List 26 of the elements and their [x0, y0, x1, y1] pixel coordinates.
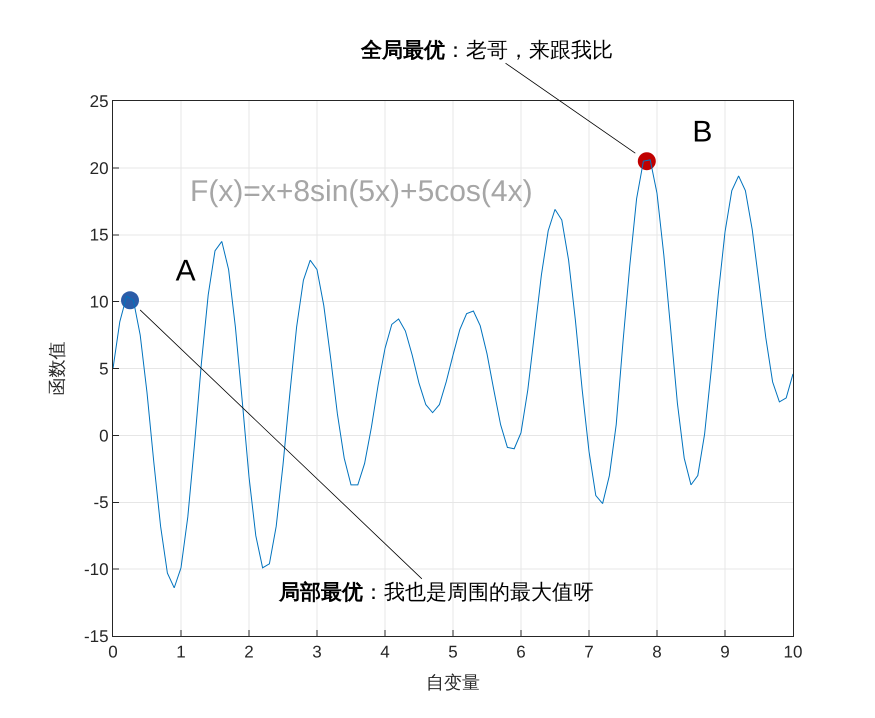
x-tick-label: 3 — [312, 642, 322, 662]
series-label: B — [659, 115, 712, 148]
x-tick-label: 5 — [448, 642, 458, 662]
y-tick-label: -5 — [93, 493, 109, 512]
annotation: 局部最优：我也是周围的最大值呀 — [278, 580, 594, 604]
x-tick-label: 7 — [584, 642, 594, 662]
annotation: 全局最优：老哥，来跟我比 — [360, 39, 613, 62]
y-axis-title: 函数值 — [47, 342, 68, 396]
y-tick-label: 20 — [90, 158, 109, 178]
annotation: F(x)=x+8sin(5x)+5cos(4x) — [190, 175, 533, 208]
x-tick-label: 9 — [720, 642, 730, 662]
x-tick-label: 10 — [784, 642, 802, 662]
x-tick-label: 1 — [176, 642, 186, 662]
y-tick-label: -15 — [84, 626, 109, 646]
x-tick-label: 8 — [652, 642, 662, 662]
x-tick-label: 6 — [516, 642, 526, 662]
y-tick-label: 25 — [90, 92, 109, 111]
y-tick-label: 15 — [90, 226, 109, 245]
y-tick-label: 10 — [90, 292, 109, 312]
x-tick-label: 4 — [380, 642, 390, 662]
x-axis-title: 自变量 — [426, 672, 480, 692]
x-tick-label: 2 — [244, 642, 254, 662]
y-tick-label: 5 — [99, 359, 109, 378]
y-tick-label: 0 — [99, 426, 109, 446]
series-label: A — [142, 254, 196, 288]
y-tick-label: -10 — [84, 560, 109, 580]
